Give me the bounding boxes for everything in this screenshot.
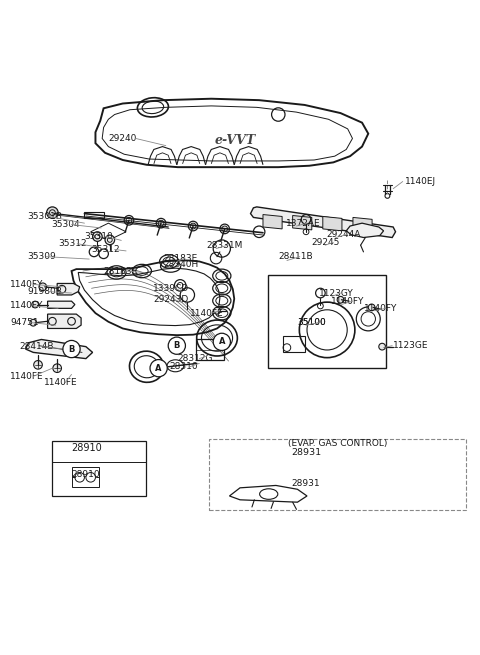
Circle shape <box>47 207 58 218</box>
Text: 35301B: 35301B <box>27 212 62 221</box>
Text: e-VVT: e-VVT <box>215 134 256 147</box>
Text: 29240: 29240 <box>109 134 137 143</box>
Polygon shape <box>251 207 396 238</box>
Bar <box>84 212 104 218</box>
Bar <box>52 441 146 496</box>
Circle shape <box>168 337 185 354</box>
Circle shape <box>214 307 220 314</box>
Polygon shape <box>57 284 80 295</box>
Text: 1140FE: 1140FE <box>10 372 44 381</box>
Circle shape <box>30 320 36 326</box>
Circle shape <box>105 235 115 245</box>
Text: 28414B: 28414B <box>20 342 54 351</box>
Text: 35100: 35100 <box>298 318 326 328</box>
Text: 35309: 35309 <box>27 252 56 261</box>
Circle shape <box>93 232 102 241</box>
Text: 28411B: 28411B <box>278 252 313 261</box>
Text: 1140FY: 1140FY <box>10 280 44 289</box>
Text: A: A <box>218 337 225 346</box>
Polygon shape <box>346 223 384 238</box>
Circle shape <box>39 283 47 291</box>
Text: 28340H: 28340H <box>163 260 199 269</box>
Polygon shape <box>293 215 312 230</box>
Polygon shape <box>48 301 75 309</box>
Circle shape <box>213 333 230 350</box>
Text: B: B <box>174 341 180 350</box>
Text: 35304: 35304 <box>51 220 80 229</box>
Text: 1140FY: 1140FY <box>331 297 364 306</box>
Text: 91980B: 91980B <box>27 287 62 296</box>
Text: 28910: 28910 <box>72 470 100 479</box>
Text: 94751: 94751 <box>10 318 39 328</box>
Text: 28310: 28310 <box>169 362 198 371</box>
Text: B: B <box>68 345 75 354</box>
Circle shape <box>63 341 80 358</box>
Circle shape <box>150 360 167 377</box>
Polygon shape <box>48 314 81 328</box>
Circle shape <box>368 304 375 310</box>
Circle shape <box>34 360 42 369</box>
Text: 1140EJ: 1140EJ <box>405 177 436 186</box>
Circle shape <box>379 343 385 350</box>
Text: 1372AE: 1372AE <box>286 219 320 228</box>
Text: 35310: 35310 <box>84 232 113 241</box>
Bar <box>268 275 386 368</box>
Polygon shape <box>25 339 93 358</box>
Polygon shape <box>263 215 282 229</box>
Text: 1123GY: 1123GY <box>319 289 354 297</box>
Text: 29243D: 29243D <box>153 295 188 304</box>
Text: 35312: 35312 <box>58 239 87 248</box>
Circle shape <box>53 364 61 373</box>
Polygon shape <box>323 216 342 231</box>
Text: 29245: 29245 <box>312 238 340 247</box>
Text: 35312: 35312 <box>92 245 120 254</box>
Text: A: A <box>156 364 162 373</box>
Text: 1140FE: 1140FE <box>44 378 77 387</box>
Bar <box>283 335 305 352</box>
Text: 28931: 28931 <box>292 479 320 487</box>
Text: 1140FY: 1140FY <box>364 304 398 313</box>
Text: 1339CD: 1339CD <box>153 284 189 293</box>
Circle shape <box>337 297 344 303</box>
Text: 1140FY: 1140FY <box>10 301 44 310</box>
Text: 28312G: 28312G <box>178 354 213 363</box>
Text: 29244A: 29244A <box>326 230 360 238</box>
Text: 35100: 35100 <box>298 318 326 328</box>
Bar <box>209 440 467 510</box>
Text: 28910: 28910 <box>72 443 102 453</box>
Text: 28183E: 28183E <box>163 253 198 263</box>
Text: 28931: 28931 <box>292 449 322 457</box>
Text: 28331M: 28331M <box>206 240 243 250</box>
Text: (EVAP. GAS CONTROL): (EVAP. GAS CONTROL) <box>288 439 387 448</box>
Polygon shape <box>353 217 372 232</box>
Text: 1123GE: 1123GE <box>393 341 429 350</box>
Text: 28183E: 28183E <box>104 267 138 276</box>
Bar <box>196 339 224 360</box>
Circle shape <box>32 301 38 308</box>
Text: 1140FE: 1140FE <box>190 309 223 318</box>
Bar <box>72 467 99 487</box>
